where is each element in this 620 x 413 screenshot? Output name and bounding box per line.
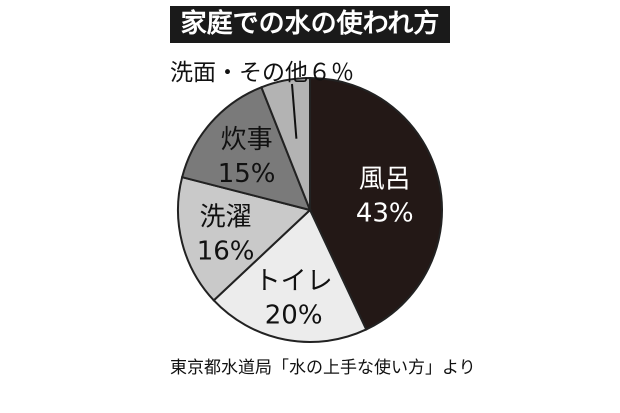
slice-label-1: 風呂 xyxy=(359,164,411,194)
slice-label-4: 炊事 xyxy=(221,125,273,155)
callout-label-other: 洗面・その他６％ xyxy=(170,60,354,86)
chart-title: 家庭での水の使われ方 xyxy=(170,6,450,43)
slice-value-3: 16% xyxy=(197,237,255,267)
pie-slice-4 xyxy=(180,85,312,212)
slice-label-2: トイレ xyxy=(255,267,333,297)
source-note: 東京都水道局「水の上手な使い方」より xyxy=(170,358,476,378)
slice-value-2: 20% xyxy=(265,301,323,331)
slice-value-1: 43% xyxy=(356,198,414,228)
slice-value-4: 15% xyxy=(218,159,276,189)
callout-leader-line xyxy=(291,83,298,139)
pie-slice-5 xyxy=(260,76,311,211)
pie-slice-1 xyxy=(309,76,443,331)
slice-label-3: 洗濯 xyxy=(200,203,252,233)
pie-slice-2 xyxy=(212,208,368,343)
pie-slice-3 xyxy=(177,175,313,302)
